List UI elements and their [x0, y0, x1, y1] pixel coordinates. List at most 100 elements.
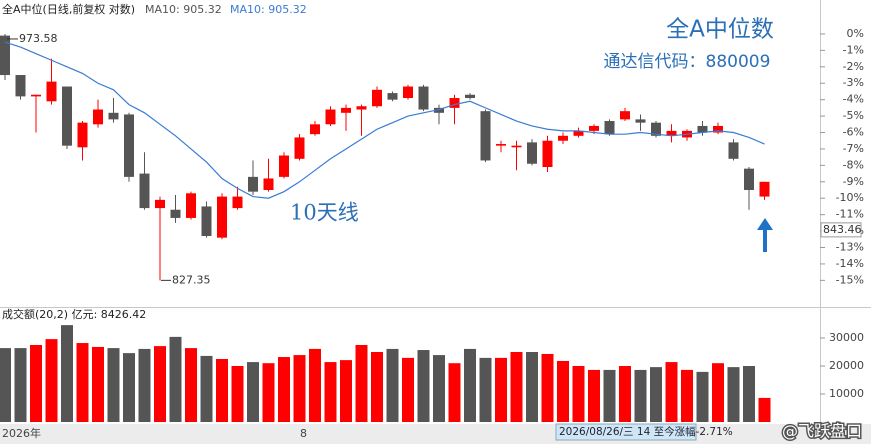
candle-body	[310, 124, 320, 135]
volume-bar	[479, 357, 492, 422]
candle-body	[139, 173, 150, 209]
candle-body	[124, 114, 134, 177]
volume-bar	[262, 363, 275, 422]
y-tick-label: -10%	[836, 191, 864, 204]
volume-bar	[14, 348, 27, 422]
candle-body	[496, 144, 506, 146]
y-tick-label: -2%	[843, 60, 864, 73]
volume-bar	[355, 345, 368, 422]
y-tick-label: -13%	[836, 241, 864, 254]
volume-bar	[727, 367, 740, 422]
volume-bar	[665, 362, 678, 422]
volume-bar	[247, 362, 259, 422]
candle-body	[0, 35, 10, 76]
candle-body	[480, 111, 491, 161]
y-tick-label: -14%	[836, 257, 864, 270]
candle-body	[604, 121, 615, 135]
y-tick-label: -5%	[843, 109, 864, 122]
volume-bar	[324, 362, 337, 422]
candle-body	[728, 142, 739, 159]
volume-bar	[572, 366, 585, 422]
ma-line	[4, 41, 765, 199]
volume-bar	[169, 336, 182, 422]
candle-body	[46, 81, 57, 102]
candle-body	[558, 135, 568, 141]
volume-bar	[309, 348, 321, 422]
candle-body	[232, 196, 243, 209]
volume-bar	[293, 355, 306, 422]
volume-bar	[557, 360, 569, 422]
y-tick-label: 20000	[829, 359, 864, 372]
volume-bar	[340, 360, 352, 422]
candle-body	[449, 98, 460, 108]
volume-bar	[712, 363, 724, 422]
indicator-label: MA10: 905.32	[145, 3, 222, 16]
candle-body	[635, 119, 646, 123]
indicator-label: MA10: 905.32	[230, 3, 307, 16]
candle-body	[697, 125, 708, 133]
y-tick-label: -15%	[836, 273, 864, 286]
volume-bar	[743, 366, 755, 422]
y-tick-label: -3%	[843, 76, 864, 89]
volume-bar	[30, 345, 42, 422]
candle-body	[713, 125, 723, 133]
candle-body	[511, 145, 522, 148]
candle-body	[759, 181, 770, 197]
volume-bar	[76, 343, 89, 422]
candle-body	[573, 130, 584, 136]
candle-body	[403, 86, 413, 99]
candle-body	[341, 107, 351, 113]
volume-bar	[154, 346, 166, 422]
volume-bar	[107, 348, 120, 422]
watermark: @飞跃盘口	[782, 422, 862, 441]
price-label: 827.35	[172, 273, 211, 286]
volume-bar	[200, 355, 213, 422]
volume-bar	[231, 366, 244, 422]
volume-bar	[278, 357, 290, 422]
volume-bar	[45, 339, 58, 422]
candle-body	[108, 112, 119, 120]
y-tick-label: -6%	[843, 126, 864, 139]
y-tick-label: -9%	[843, 175, 864, 188]
toolbar	[0, 424, 871, 444]
y-tick-label: -8%	[843, 158, 864, 171]
y-tick-label: 10000	[829, 387, 864, 400]
candle-body	[744, 168, 754, 191]
candle-body	[15, 75, 26, 97]
volume-bar	[650, 367, 662, 422]
volume-bar	[634, 369, 647, 422]
y-tick-label: -11%	[836, 208, 864, 221]
volume-bar	[696, 371, 709, 422]
volume-bar	[510, 352, 523, 422]
volume-bar	[588, 369, 600, 422]
y-tick-label: 0%	[847, 27, 864, 40]
chart-title: 全A中位(日线,前复权 对数)	[2, 2, 135, 16]
y-tick-label: -1%	[843, 43, 864, 56]
candle-body	[372, 89, 382, 107]
y-tick-label: 30000	[829, 331, 864, 344]
candle-body	[31, 94, 41, 97]
candle-body	[387, 93, 398, 100]
candle-body	[248, 176, 258, 192]
volume-bar	[0, 348, 11, 422]
volume-bar	[61, 325, 73, 422]
candle-body	[93, 109, 103, 125]
volume-bar	[371, 352, 383, 422]
price-label: 973.58	[19, 32, 58, 45]
last-price: 843.46	[823, 223, 862, 236]
volume-bar	[495, 357, 507, 422]
y-tick-label: -4%	[843, 93, 864, 106]
y-tick-label: -7%	[843, 142, 864, 155]
volume-bar	[123, 353, 135, 422]
candle-body	[77, 122, 88, 148]
candle-body	[62, 86, 72, 146]
subheadline: 通达信代码：880009	[604, 52, 771, 72]
candle-body	[155, 199, 165, 209]
volume-bar	[603, 369, 616, 422]
volume-bar	[526, 352, 538, 422]
candle-body	[589, 125, 599, 131]
candle-body	[620, 111, 630, 120]
candle-body	[542, 140, 553, 168]
volume-bar	[758, 397, 771, 422]
